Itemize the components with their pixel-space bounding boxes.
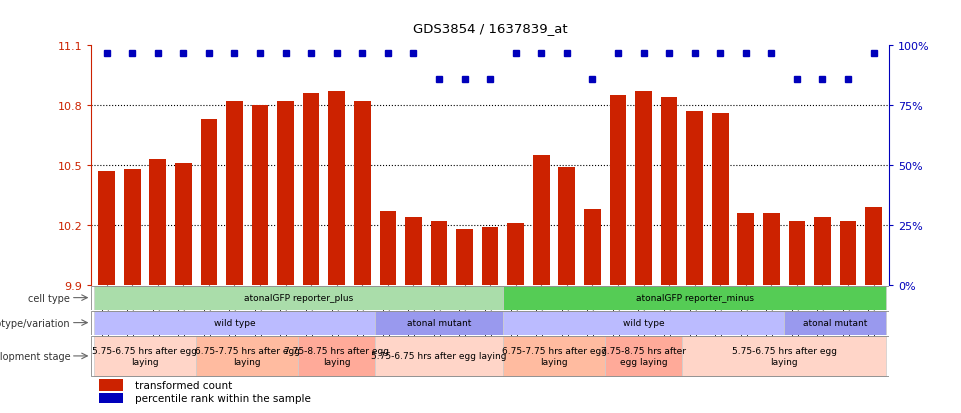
Bar xyxy=(763,214,779,285)
Bar xyxy=(99,380,123,391)
Bar xyxy=(99,393,123,403)
Text: 6.75-7.75 hrs after egg
laying: 6.75-7.75 hrs after egg laying xyxy=(502,347,606,366)
Bar xyxy=(503,286,886,310)
Bar xyxy=(94,336,196,376)
Bar xyxy=(609,95,627,285)
Text: 7.75-8.75 hrs after egg
laying: 7.75-8.75 hrs after egg laying xyxy=(284,347,389,366)
Text: genotype/variation: genotype/variation xyxy=(0,318,70,328)
Bar xyxy=(840,221,856,285)
Bar xyxy=(814,217,830,285)
Bar xyxy=(503,311,784,335)
Bar xyxy=(303,93,319,285)
Bar xyxy=(503,336,605,376)
Text: 5.75-6.75 hrs after egg
laying: 5.75-6.75 hrs after egg laying xyxy=(92,347,197,366)
Bar xyxy=(252,105,268,285)
Text: cell type: cell type xyxy=(29,293,70,303)
Bar xyxy=(507,223,524,285)
Bar xyxy=(354,102,371,285)
Text: percentile rank within the sample: percentile rank within the sample xyxy=(136,393,311,403)
Text: 5.75-6.75 hrs after egg
laying: 5.75-6.75 hrs after egg laying xyxy=(731,347,837,366)
Bar xyxy=(712,114,728,285)
Bar xyxy=(661,97,678,285)
Bar xyxy=(380,211,396,285)
Text: wild type: wild type xyxy=(623,318,664,328)
Text: 5.75-6.75 hrs after egg laying: 5.75-6.75 hrs after egg laying xyxy=(371,351,506,361)
Bar xyxy=(406,217,422,285)
Bar xyxy=(226,102,243,285)
Text: atonalGFP reporter_minus: atonalGFP reporter_minus xyxy=(635,293,753,302)
Bar xyxy=(481,228,499,285)
Bar xyxy=(605,336,682,376)
Bar xyxy=(175,164,191,285)
Bar xyxy=(682,336,886,376)
Bar xyxy=(558,167,575,285)
Bar xyxy=(865,207,882,285)
Bar xyxy=(789,221,805,285)
Bar xyxy=(737,214,754,285)
Text: atonalGFP reporter_plus: atonalGFP reporter_plus xyxy=(244,293,353,302)
Bar xyxy=(584,209,601,285)
Text: development stage: development stage xyxy=(0,351,70,361)
Bar xyxy=(375,311,503,335)
Bar xyxy=(278,102,294,285)
Text: transformed count: transformed count xyxy=(136,380,233,390)
Bar xyxy=(98,171,115,285)
Bar xyxy=(201,119,217,285)
Bar xyxy=(456,230,473,285)
Bar xyxy=(375,336,503,376)
Bar xyxy=(124,169,140,285)
Text: 7.75-8.75 hrs after
egg laying: 7.75-8.75 hrs after egg laying xyxy=(601,347,686,366)
Bar xyxy=(94,286,503,310)
Bar xyxy=(784,311,886,335)
Bar xyxy=(686,112,702,285)
Text: 6.75-7.75 hrs after egg
laying: 6.75-7.75 hrs after egg laying xyxy=(195,347,300,366)
Bar xyxy=(533,155,550,285)
Text: atonal mutant: atonal mutant xyxy=(407,318,471,328)
Bar xyxy=(150,159,166,285)
Bar xyxy=(94,311,375,335)
Bar xyxy=(298,336,375,376)
Bar xyxy=(196,336,298,376)
Bar xyxy=(431,221,447,285)
Bar xyxy=(635,91,652,285)
Text: GDS3854 / 1637839_at: GDS3854 / 1637839_at xyxy=(413,22,567,35)
Bar xyxy=(329,91,345,285)
Text: atonal mutant: atonal mutant xyxy=(803,318,868,328)
Text: wild type: wild type xyxy=(213,318,256,328)
